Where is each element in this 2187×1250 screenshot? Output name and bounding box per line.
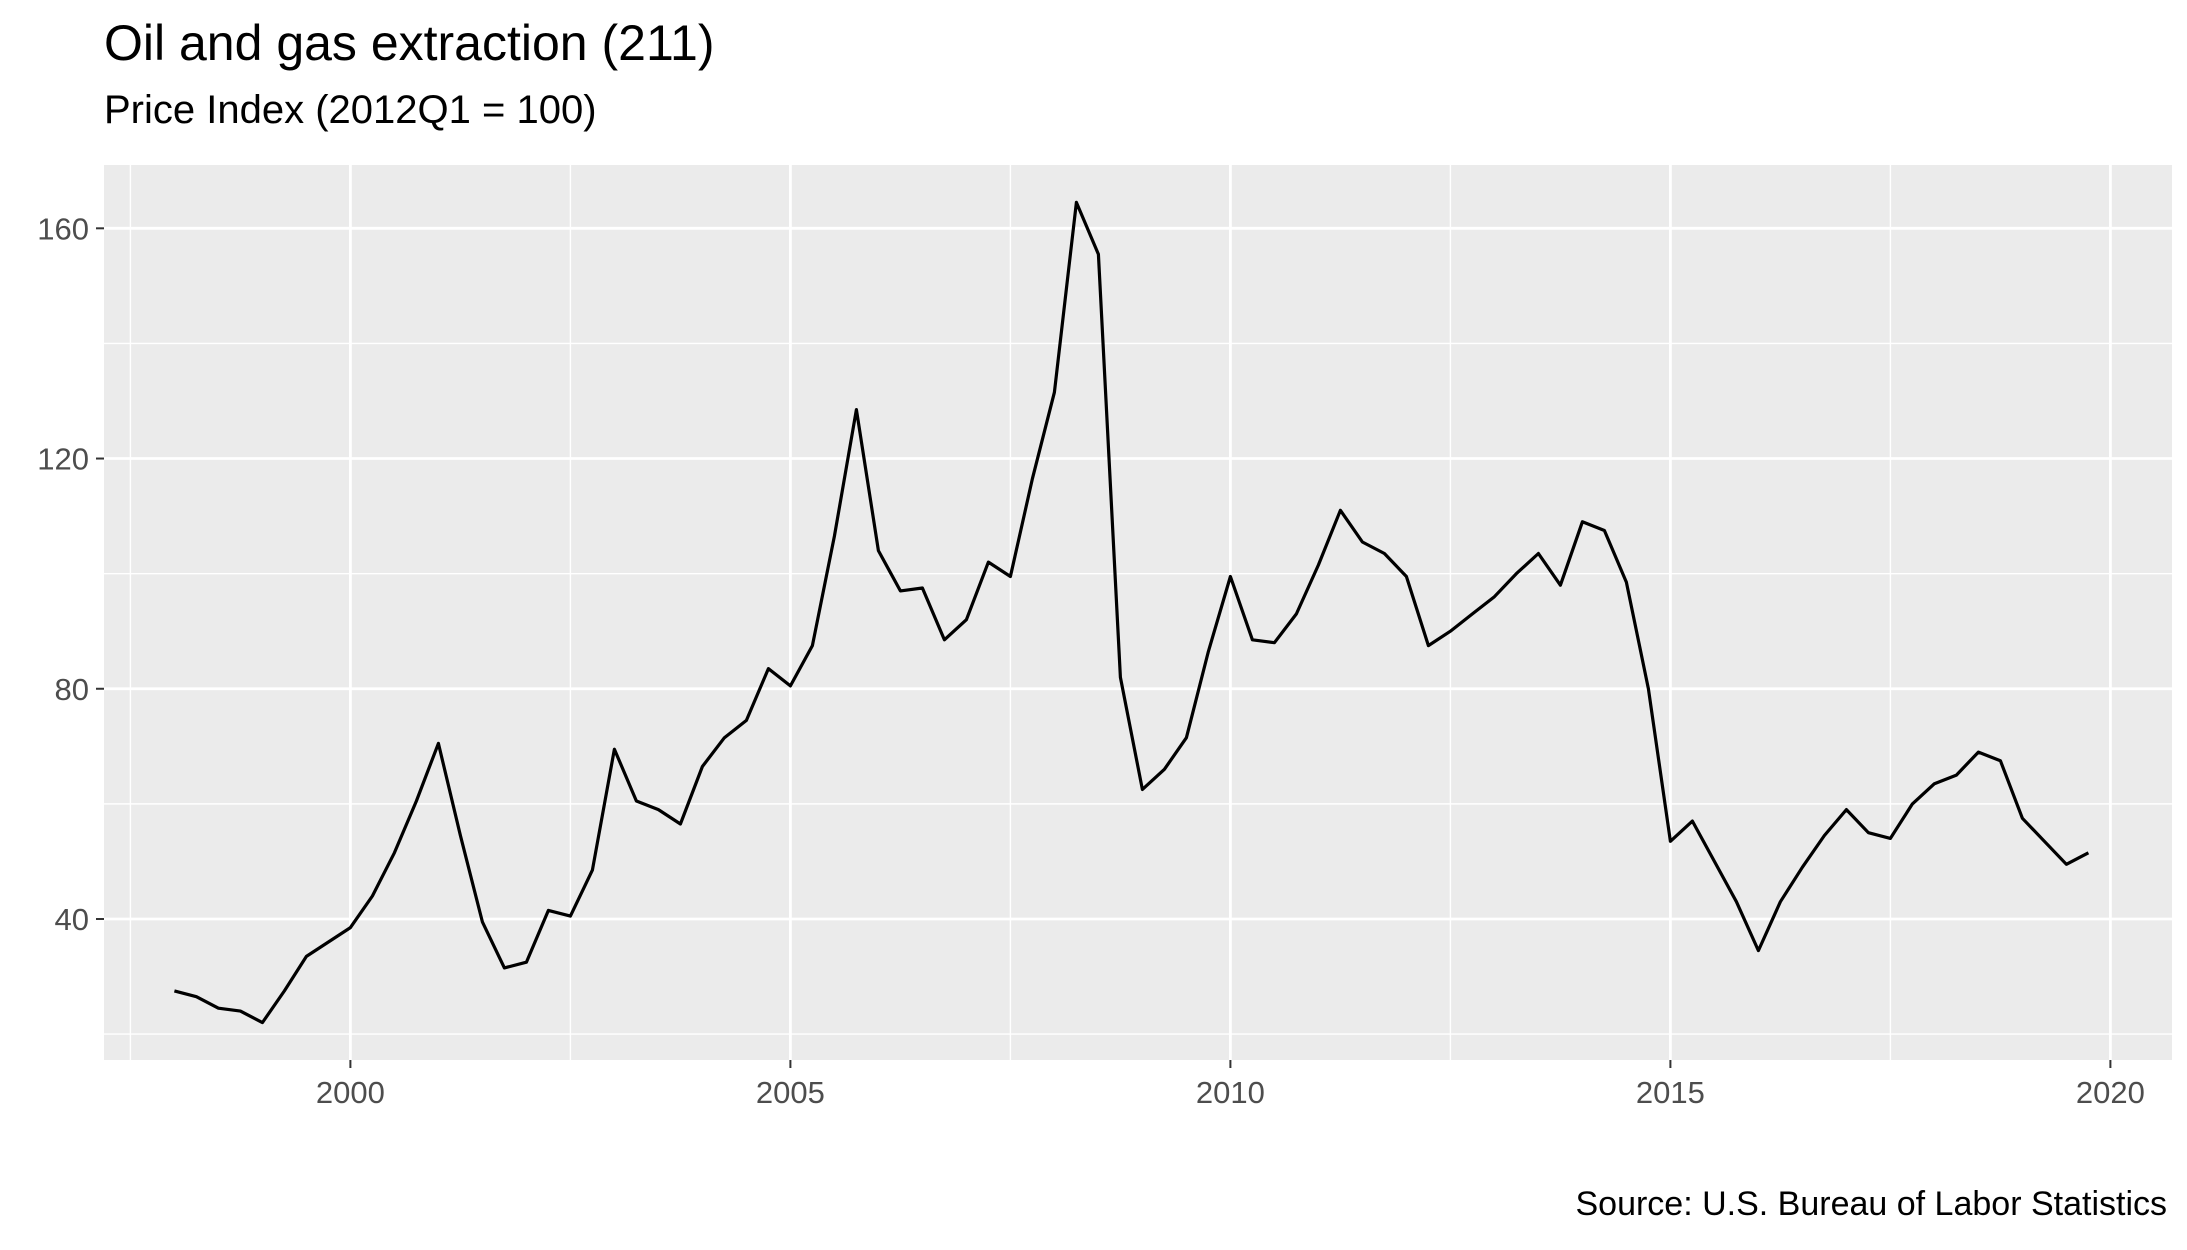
- x-tick-label: 2020: [2076, 1075, 2145, 1110]
- x-tick-label: 2005: [756, 1075, 825, 1110]
- chart-caption: Source: U.S. Bureau of Labor Statistics: [1575, 1185, 2167, 1223]
- y-tick-label: 160: [37, 211, 89, 246]
- x-tick-label: 2010: [1196, 1075, 1265, 1110]
- major-gridlines: [104, 165, 2172, 1060]
- y-tick-label: 80: [55, 672, 89, 707]
- price-index-line: [173, 200, 2090, 1025]
- y-tick-label: 120: [37, 442, 89, 477]
- y-tick-label: 40: [55, 902, 89, 937]
- x-tick-label: 2015: [1636, 1075, 1705, 1110]
- x-axis: 2000 2005 2010 2015 2020: [316, 1060, 2145, 1110]
- chart-title: Oil and gas extraction (211): [104, 15, 715, 71]
- plot-panel: [104, 165, 2172, 1060]
- chart-subtitle: Price Index (2012Q1 = 100): [104, 88, 597, 132]
- y-axis: 40 80 120 160: [37, 211, 104, 937]
- minor-gridlines: [104, 165, 2172, 1060]
- x-tick-label: 2000: [316, 1075, 385, 1110]
